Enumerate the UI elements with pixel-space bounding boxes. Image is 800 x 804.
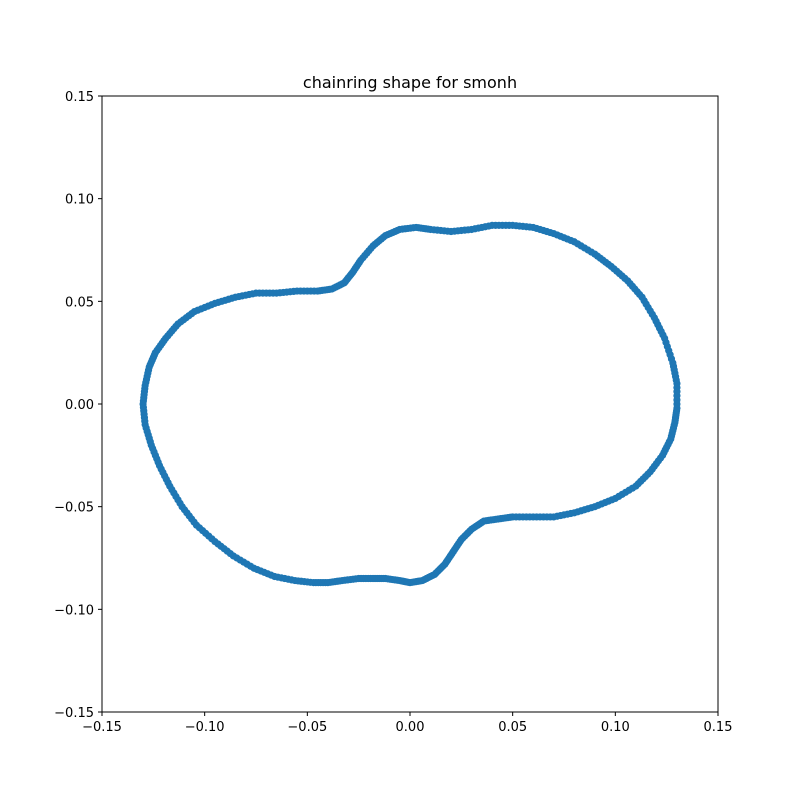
- x-tick-label: 0.10: [601, 720, 630, 735]
- y-tick-label: −0.15: [54, 706, 94, 721]
- x-tick-label: −0.05: [287, 720, 327, 735]
- y-tick-label: −0.10: [54, 603, 94, 618]
- y-tick-label: 0.15: [65, 90, 94, 105]
- data-layer: [139, 221, 681, 587]
- x-tick-label: 0.00: [396, 720, 425, 735]
- x-tick-label: 0.15: [704, 720, 733, 735]
- chart-title: chainring shape for smonh: [303, 73, 517, 92]
- x-tick-label: −0.10: [185, 720, 225, 735]
- axis-layer: −0.15 −0.10 −0.05 0.00 0.05 0.10 0.15 −0.15 −0.1…: [54, 90, 732, 735]
- y-tick-label: 0.05: [65, 295, 94, 310]
- y-tick-label: 0.10: [65, 193, 94, 208]
- x-tick-label: 0.05: [498, 720, 527, 735]
- x-tick-label: −0.15: [82, 720, 122, 735]
- y-tick-label: 0.00: [65, 398, 94, 413]
- axes-frame: [101, 95, 719, 713]
- y-tick-label: −0.05: [54, 501, 94, 516]
- data-point: [673, 383, 681, 392]
